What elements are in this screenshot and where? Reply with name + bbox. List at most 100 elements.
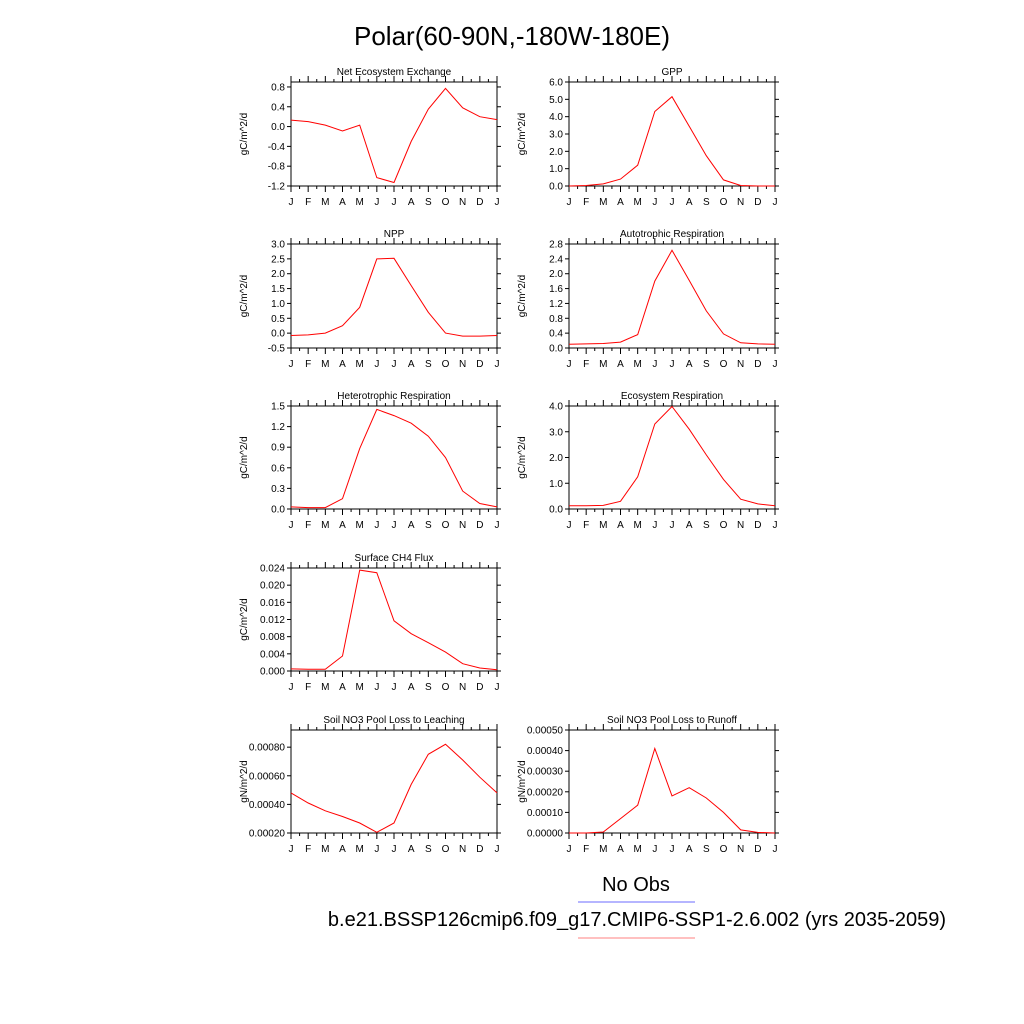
y-tick-label: 2.0 bbox=[549, 269, 563, 280]
series-line bbox=[569, 746, 776, 834]
x-tick-label: J bbox=[567, 520, 572, 531]
plot-frame bbox=[568, 243, 776, 349]
y-tick-label: 0.0 bbox=[271, 505, 285, 516]
x-tick-label: D bbox=[476, 682, 483, 693]
panel-soil-no3-pool-loss-to-leaching: Soil NO3 Pool Loss to Leaching 0.00020 0.0… bbox=[239, 715, 501, 855]
x-tick-label: S bbox=[703, 359, 710, 370]
y-tick-label: 0.00040 bbox=[527, 746, 564, 757]
x-tick-label: F bbox=[583, 844, 589, 855]
y-axis-label: gC/m^2/d bbox=[239, 598, 250, 641]
y-tick-label: 1.5 bbox=[271, 284, 285, 295]
x-tick-label: S bbox=[703, 844, 710, 855]
panel-title: Soil NO3 Pool Loss to Leaching bbox=[323, 715, 464, 726]
x-tick-label: M bbox=[633, 520, 641, 531]
x-tick-label: J bbox=[495, 359, 500, 370]
x-tick-label: J bbox=[374, 359, 379, 370]
y-tick-label: 0.0 bbox=[271, 122, 285, 133]
panel-title: Heterotrophic Respiration bbox=[337, 391, 450, 402]
panel-title: Soil NO3 Pool Loss to Runoff bbox=[607, 715, 737, 726]
x-tick-label: N bbox=[459, 197, 466, 208]
legend-label-model-run: b.e21.BSSP126cmip6.f09_g17.CMIP6-SSP1-2.… bbox=[328, 909, 946, 931]
y-tick-label: 1.0 bbox=[549, 479, 563, 490]
x-tick-label: F bbox=[305, 844, 311, 855]
x-tick-label: F bbox=[305, 682, 311, 693]
y-axis-label: gC/m^2/d bbox=[517, 436, 528, 479]
x-tick-label: D bbox=[476, 359, 483, 370]
x-tick-label: S bbox=[703, 520, 710, 531]
y-tick-label: 0.0 bbox=[549, 344, 563, 355]
plot-frame bbox=[290, 243, 498, 349]
x-tick-label: M bbox=[599, 520, 607, 531]
legend: No Obs b.e21.BSSP126cmip6.f09_g17.CMIP6-… bbox=[328, 874, 946, 939]
x-tick-label: D bbox=[754, 844, 761, 855]
series-line bbox=[568, 249, 776, 345]
y-tick-label: 0.00080 bbox=[249, 743, 286, 754]
x-tick-label: F bbox=[583, 520, 589, 531]
x-tick-label: A bbox=[339, 197, 346, 208]
x-tick-label: F bbox=[583, 359, 589, 370]
y-tick-label: 0.024 bbox=[260, 564, 285, 575]
x-tick-label: M bbox=[321, 520, 329, 531]
y-tick-label: 1.2 bbox=[549, 299, 563, 310]
y-axis-label: gC/m^2/d bbox=[239, 275, 250, 318]
x-tick-label: J bbox=[670, 520, 675, 531]
x-tick-label: A bbox=[408, 844, 415, 855]
x-tick-label: S bbox=[425, 359, 432, 370]
x-tick-label: A bbox=[339, 520, 346, 531]
y-axis-label: gC/m^2/d bbox=[517, 275, 528, 318]
series-line bbox=[290, 408, 498, 509]
x-tick-label: J bbox=[374, 197, 379, 208]
figure-title: Polar(60-90N,-180W-180E) bbox=[354, 21, 670, 51]
y-tick-label: 3.0 bbox=[271, 240, 285, 251]
y-axis-label: gC/m^2/d bbox=[517, 113, 528, 156]
y-tick-label: 2.0 bbox=[271, 269, 285, 280]
y-tick-label: 0.00020 bbox=[249, 829, 286, 840]
x-tick-label: J bbox=[773, 359, 778, 370]
y-tick-label: 0.0 bbox=[549, 182, 563, 193]
x-tick-label: O bbox=[442, 520, 450, 531]
y-tick-label: 0.9 bbox=[271, 443, 285, 454]
x-tick-label: F bbox=[305, 359, 311, 370]
x-tick-label: J bbox=[374, 520, 379, 531]
panel-net-ecosystem-exchange: Net Ecosystem Exchange -1.2 -0.8 -0.4 0.0 0.4… bbox=[239, 67, 501, 208]
y-tick-label: -0.5 bbox=[268, 344, 286, 355]
y-tick-label: 0.00030 bbox=[527, 767, 564, 778]
x-tick-label: O bbox=[720, 197, 728, 208]
x-tick-label: A bbox=[408, 197, 415, 208]
y-tick-label: 0.000 bbox=[260, 667, 285, 678]
x-tick-label: A bbox=[339, 359, 346, 370]
x-tick-label: J bbox=[652, 197, 657, 208]
x-tick-label: J bbox=[289, 359, 294, 370]
x-tick-label: M bbox=[599, 359, 607, 370]
x-tick-label: S bbox=[425, 520, 432, 531]
x-tick-label: J bbox=[374, 844, 379, 855]
y-tick-label: 0.8 bbox=[271, 82, 285, 93]
x-tick-label: J bbox=[495, 844, 500, 855]
x-tick-label: M bbox=[321, 682, 329, 693]
series-line bbox=[568, 95, 775, 187]
x-tick-label: J bbox=[567, 197, 572, 208]
x-tick-label: O bbox=[720, 520, 728, 531]
y-tick-label: 2.8 bbox=[549, 240, 563, 251]
y-tick-label: -0.8 bbox=[268, 162, 286, 173]
y-tick-label: 0.00050 bbox=[527, 726, 564, 737]
x-tick-label: A bbox=[686, 197, 693, 208]
x-tick-label: S bbox=[425, 197, 432, 208]
x-tick-label: A bbox=[617, 197, 624, 208]
x-tick-label: O bbox=[720, 359, 728, 370]
x-tick-label: J bbox=[773, 197, 778, 208]
y-tick-label: 4.0 bbox=[549, 112, 563, 123]
y-tick-label: 0.4 bbox=[549, 329, 563, 340]
x-tick-label: M bbox=[321, 197, 329, 208]
x-tick-label: S bbox=[703, 197, 710, 208]
x-tick-label: D bbox=[754, 359, 761, 370]
x-tick-label: A bbox=[686, 520, 693, 531]
x-tick-label: J bbox=[392, 359, 397, 370]
x-tick-label: J bbox=[652, 359, 657, 370]
x-tick-label: J bbox=[773, 844, 778, 855]
y-tick-label: 0.008 bbox=[260, 632, 285, 643]
y-tick-label: 0.00000 bbox=[527, 829, 564, 840]
x-tick-label: F bbox=[583, 197, 589, 208]
